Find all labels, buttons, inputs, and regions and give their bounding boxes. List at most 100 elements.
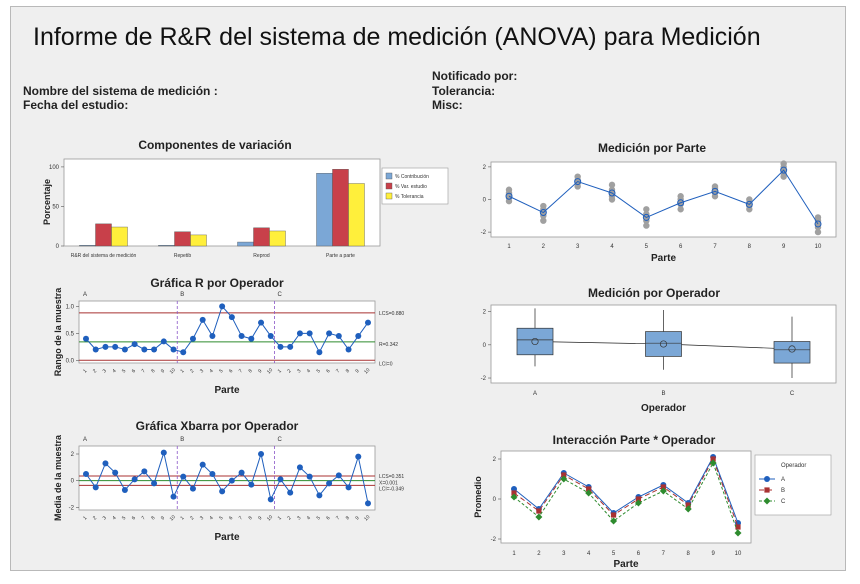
components-title: Componentes de variación (138, 138, 291, 152)
components-category-label-1: Repetib (174, 253, 191, 259)
rchart-xtick-label-18: 9 (257, 368, 263, 374)
rchart-lcl-label: LCI=0 (379, 361, 393, 367)
xbar-point-22 (296, 464, 303, 471)
interaction-point-C-2 (560, 475, 568, 483)
rchart-point-20 (277, 343, 284, 350)
xbar-xtick-label-20: 1 (277, 515, 283, 521)
components-bar-0-0 (79, 245, 96, 247)
interaction-point-B-6 (660, 484, 666, 490)
xbar-point-29 (365, 500, 371, 507)
interaction-point-C-3 (585, 489, 593, 497)
xbar-xtick-label-1: 2 (92, 515, 98, 521)
xbar-point-16 (238, 469, 245, 476)
interaction-point-C-1 (535, 513, 543, 521)
components-legend-label-1: % Var. estudio (395, 184, 427, 190)
rchart-ytick-label-1: 0.5 (66, 331, 75, 337)
xbar-xtick-label-19: 10 (266, 514, 274, 522)
interaction-ylabel: Promedio (473, 476, 483, 518)
by-part-mean-marker-7 (745, 200, 753, 208)
by-operator-xtick-label-2: C (790, 391, 795, 397)
rchart-ylabel: Rango de la muestra (53, 287, 63, 377)
by-part-xtick-label-9: 10 (815, 244, 822, 250)
rchart-point-1 (92, 346, 99, 353)
xbar-point-1 (92, 484, 99, 491)
rchart-xtick-label-26: 7 (335, 368, 341, 374)
meta-reported-by: Notificado por: (432, 69, 518, 83)
components-bar-1-1 (174, 231, 191, 247)
by-part-observation-1-4 (540, 202, 547, 210)
components-bar-2-2 (269, 230, 286, 247)
interaction-point-B-8 (710, 456, 716, 462)
interaction-point-C-5 (634, 499, 642, 507)
components-bar-1-2 (190, 234, 207, 247)
rchart-operator-label-0: A (83, 292, 87, 298)
xbar-ytick-label-2: 2 (71, 452, 75, 458)
by-part-observation-5-4 (677, 193, 684, 200)
xbar-point-14 (219, 488, 226, 495)
components-bar-2-1 (253, 227, 270, 247)
by-operator-mean-marker-1 (659, 340, 668, 348)
interaction-point-C-0 (510, 493, 518, 501)
xbar-point-25 (326, 480, 333, 487)
xbar-xtick-label-14: 5 (218, 515, 224, 521)
by-part-mean-marker-8 (780, 166, 788, 174)
rchart-operator-label-1: B (180, 292, 184, 298)
interaction-xtick-label-4: 5 (612, 551, 616, 557)
xbar-point-10 (180, 473, 187, 480)
interaction-legend-label-2: C (781, 499, 786, 505)
by-part-xlabel: Parte (651, 253, 676, 264)
interaction-xtick-label-8: 9 (711, 551, 715, 557)
xbar-xtick-label-18: 9 (257, 515, 263, 521)
components-bar-1-0 (158, 245, 175, 247)
interaction-ytick-label-1: 0 (493, 497, 497, 503)
by-part-xtick-label-3: 4 (610, 244, 614, 250)
meta-misc: Misc: (432, 98, 463, 112)
xbar-point-21 (287, 489, 294, 496)
interaction-legend-marker-0 (764, 476, 770, 482)
rchart-point-22 (296, 330, 303, 337)
rchart-point-29 (365, 319, 371, 326)
xbar-point-6 (141, 468, 148, 475)
interaction-xtick-label-9: 10 (735, 551, 742, 557)
xbar-ucl-label: LCS=0.351 (379, 474, 404, 480)
by-part-xtick-label-2: 3 (576, 244, 580, 250)
by-part-observation-9-0 (814, 228, 822, 236)
xbar-point-19 (267, 496, 274, 503)
xbar-point-20 (277, 476, 284, 483)
components-bar-2-0 (237, 241, 254, 247)
xbar-xtick-label-27: 8 (345, 515, 351, 521)
rchart-point-26 (335, 333, 342, 340)
rchart-xtick-label-27: 8 (345, 368, 351, 374)
xbar-plot-frame (78, 445, 376, 511)
rchart-point-0 (83, 335, 89, 342)
interaction-point-C-8 (709, 459, 717, 467)
by-part-xtick-label-4: 5 (645, 244, 649, 250)
by-part-xtick-label-6: 7 (713, 244, 717, 250)
rchart-point-10 (180, 349, 187, 356)
xbar-point-3 (112, 469, 119, 476)
report-title: Informe de R&R del sistema de medición (… (33, 23, 761, 51)
interaction-point-B-1 (536, 508, 542, 514)
components-ylabel: Porcentaje (42, 179, 52, 225)
rchart-xtick-label-0: 1 (82, 368, 88, 374)
rchart-xtick-label-1: 2 (92, 368, 98, 374)
components-category-label-0: R&R del sistema de medición (71, 253, 137, 259)
rchart-point-23 (306, 330, 313, 337)
by-operator-ytick-label-2: 2 (483, 310, 487, 316)
xbar-lcl-label: LCI=-0.349 (379, 486, 404, 492)
interaction-point-C-4 (610, 517, 618, 525)
interaction-point-B-5 (635, 496, 642, 502)
rchart-point-11 (189, 335, 196, 342)
components-bar-0-1 (95, 223, 112, 247)
xbar-xtick-label-5: 6 (131, 515, 137, 521)
by-part-observation-5-0 (677, 206, 684, 213)
xbar-xtick-label-9: 10 (169, 514, 177, 522)
by-part-mean-marker-2 (574, 178, 582, 186)
xbar-point-4 (121, 487, 128, 493)
by-part-xtick-label-7: 8 (748, 244, 752, 250)
by-part-mean-marker-3 (608, 189, 616, 197)
xbar-point-17 (248, 481, 255, 488)
xbar-point-12 (199, 461, 206, 468)
xbar-xtick-label-13: 4 (209, 515, 215, 521)
